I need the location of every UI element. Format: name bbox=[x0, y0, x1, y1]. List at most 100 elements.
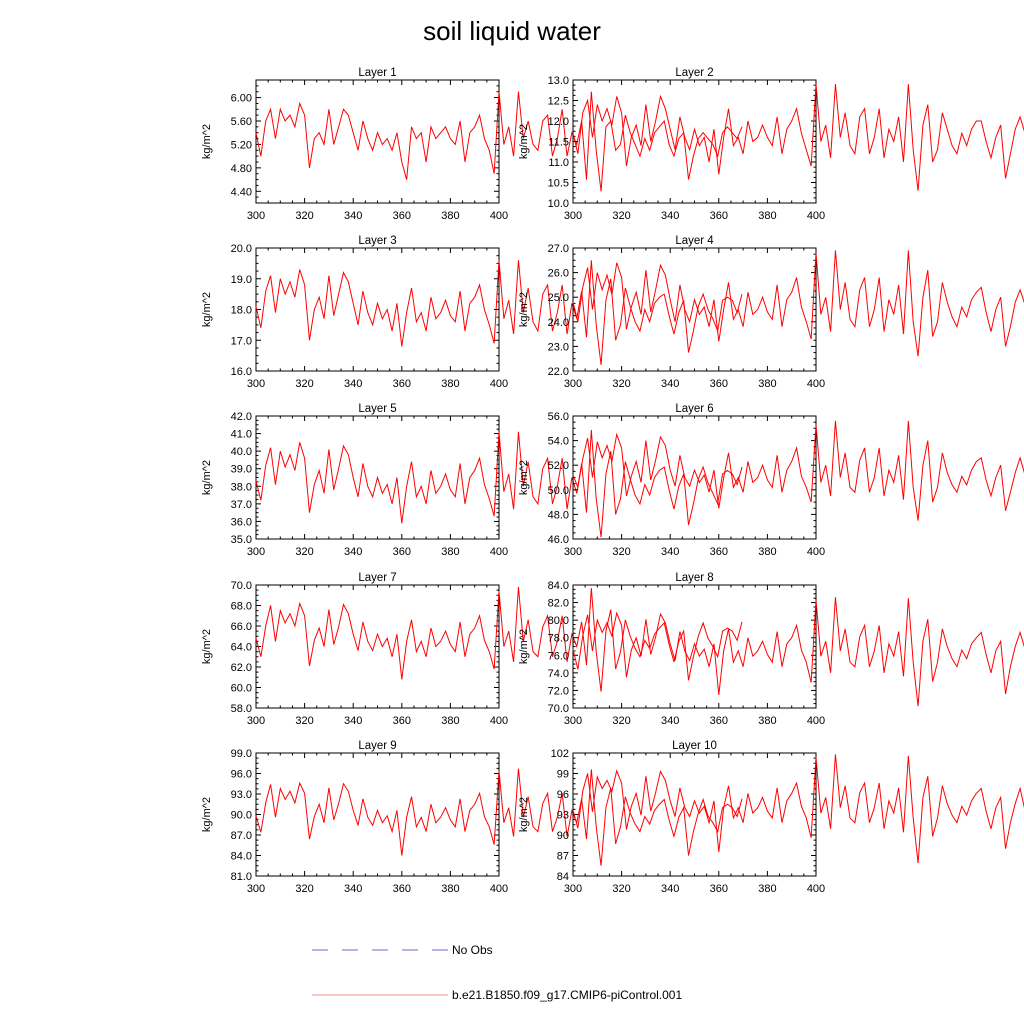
y-axis-label-layer-5: kg/m^2 bbox=[201, 460, 213, 495]
x-tick-label: 340 bbox=[661, 378, 679, 390]
y-tick-label: 39.0 bbox=[231, 464, 252, 476]
panel-layer-8: Layer 8 300 320 340 360 380 400 70.0 72.0 74.0 76.… bbox=[518, 572, 1024, 727]
y-tick-label: 96 bbox=[557, 789, 569, 801]
panel-layer-7: Layer 7 300 320 340 360 380 400 58.0 60.0 62.0 64.… bbox=[201, 572, 743, 727]
x-tick-label: 300 bbox=[564, 546, 582, 558]
y-axis-label-layer-7: kg/m^2 bbox=[201, 629, 213, 664]
panel-layer-9: Layer 9 300 320 340 360 380 400 81.0 84.0 87.0 90.… bbox=[201, 740, 743, 895]
y-tick-label: 93.0 bbox=[231, 789, 252, 801]
y-tick-label: 40.0 bbox=[231, 446, 252, 458]
x-tick-label: 380 bbox=[758, 210, 776, 222]
x-tick-label: 360 bbox=[710, 883, 728, 895]
series-line-layer-7 bbox=[255, 587, 743, 692]
y-axis-label-layer-9: kg/m^2 bbox=[201, 797, 213, 832]
y-tick-label: 50.0 bbox=[548, 485, 569, 497]
y-tick-label: 41.0 bbox=[231, 429, 252, 441]
y-tick-label: 90.0 bbox=[231, 810, 252, 822]
y-tick-label: 96.0 bbox=[231, 769, 252, 781]
x-tick-label: 360 bbox=[710, 546, 728, 558]
x-tick-label: 340 bbox=[661, 715, 679, 727]
x-tick-label: 380 bbox=[758, 546, 776, 558]
x-tick-label: 360 bbox=[393, 210, 411, 222]
y-tick-label: 82.0 bbox=[548, 598, 569, 610]
x-tick-label: 300 bbox=[247, 546, 265, 558]
y-tick-label: 6.00 bbox=[231, 93, 252, 105]
panel-layer-3: Layer 3 300 320 340 360 380 400 16.0 17.0 18.0 19.… bbox=[201, 235, 743, 390]
y-tick-label: 23.0 bbox=[548, 341, 569, 353]
x-tick-label: 380 bbox=[441, 715, 459, 727]
panel-title-layer-2: Layer 2 bbox=[675, 67, 713, 79]
x-tick-label: 340 bbox=[344, 715, 362, 727]
x-tick-label: 320 bbox=[612, 715, 630, 727]
y-tick-label: 66.0 bbox=[231, 621, 252, 633]
chart-title: soil liquid water bbox=[423, 16, 601, 46]
legend: No Obs b.e21.B1850.f09_g17.CMIP6-piContr… bbox=[312, 943, 682, 1002]
y-tick-label: 84.0 bbox=[231, 851, 252, 863]
y-tick-label: 38.0 bbox=[231, 481, 252, 493]
y-tick-label: 78.0 bbox=[548, 633, 569, 645]
x-tick-label: 320 bbox=[295, 378, 313, 390]
y-axis-label-layer-3: kg/m^2 bbox=[201, 292, 213, 327]
x-tick-label: 380 bbox=[758, 715, 776, 727]
y-tick-label: 5.60 bbox=[231, 116, 252, 128]
series-line-layer-3 bbox=[255, 260, 743, 365]
panel-title-layer-10: Layer 10 bbox=[672, 740, 717, 752]
x-tick-label: 300 bbox=[247, 883, 265, 895]
y-tick-label: 87 bbox=[557, 851, 569, 863]
y-tick-label: 17.0 bbox=[231, 335, 252, 347]
y-tick-label: 10.5 bbox=[548, 178, 569, 190]
x-tick-label: 400 bbox=[807, 210, 825, 222]
y-tick-label: 102 bbox=[551, 748, 569, 760]
x-tick-label: 400 bbox=[807, 378, 825, 390]
y-tick-label: 4.40 bbox=[231, 186, 252, 198]
x-tick-label: 320 bbox=[295, 883, 313, 895]
y-axis-label-layer-8: kg/m^2 bbox=[518, 629, 530, 664]
y-tick-label: 68.0 bbox=[231, 601, 252, 613]
x-tick-label: 360 bbox=[710, 210, 728, 222]
x-tick-label: 340 bbox=[344, 378, 362, 390]
legend-label-no-obs: No Obs bbox=[452, 943, 493, 957]
x-tick-label: 340 bbox=[661, 546, 679, 558]
panel-layer-2: Layer 2 300 320 340 360 380 400 10.0 10.5 11.0 11.… bbox=[518, 67, 1024, 222]
x-tick-label: 400 bbox=[490, 715, 508, 727]
plot-frame-layer-7 bbox=[255, 584, 500, 709]
y-tick-label: 11.0 bbox=[548, 157, 569, 169]
y-tick-label: 80.0 bbox=[548, 615, 569, 627]
y-tick-label: 99 bbox=[557, 769, 569, 781]
series-line-layer-4 bbox=[572, 250, 1024, 357]
x-tick-label: 300 bbox=[564, 883, 582, 895]
y-tick-label: 56.0 bbox=[548, 411, 569, 423]
panel-layer-6: Layer 6 300 320 340 360 380 400 46.0 48.0 50.0 52.… bbox=[518, 403, 1024, 558]
panel-layer-4: Layer 4 300 320 340 360 380 400 22.0 23.0 24.0 25.… bbox=[518, 235, 1024, 390]
x-tick-label: 340 bbox=[344, 546, 362, 558]
panel-title-layer-4: Layer 4 bbox=[675, 235, 714, 247]
y-tick-label: 93 bbox=[557, 810, 569, 822]
y-tick-label: 4.80 bbox=[231, 163, 252, 175]
x-tick-label: 380 bbox=[441, 883, 459, 895]
panel-layer-10: Layer 10 300 320 340 360 380 400 84 87 90 93 96 99 10… bbox=[518, 740, 1024, 895]
x-tick-label: 360 bbox=[710, 715, 728, 727]
x-tick-label: 360 bbox=[393, 378, 411, 390]
x-tick-label: 320 bbox=[295, 546, 313, 558]
y-tick-label: 54.0 bbox=[548, 436, 569, 448]
legend-label-piControl: b.e21.B1850.f09_g17.CMIP6-piControl.001 bbox=[452, 988, 682, 1002]
x-tick-label: 400 bbox=[807, 883, 825, 895]
y-tick-label: 99.0 bbox=[231, 748, 252, 760]
panel-layer-5: Layer 5 300 320 340 360 380 400 35.0 36.0 37.0 38.… bbox=[201, 403, 743, 558]
series-line-layer-10 bbox=[572, 754, 1024, 864]
y-axis-label-layer-10: kg/m^2 bbox=[518, 797, 530, 832]
y-tick-label: 20.0 bbox=[231, 243, 252, 255]
x-tick-label: 300 bbox=[247, 210, 265, 222]
y-tick-label: 18.0 bbox=[231, 305, 252, 317]
y-tick-label: 16.0 bbox=[231, 366, 252, 378]
panel-title-layer-8: Layer 8 bbox=[675, 572, 713, 584]
panel-title-layer-1: Layer 1 bbox=[358, 67, 396, 79]
y-tick-label: 26.0 bbox=[548, 268, 569, 280]
x-tick-label: 320 bbox=[295, 210, 313, 222]
y-tick-label: 87.0 bbox=[231, 830, 252, 842]
series-line-layer-9 bbox=[255, 768, 743, 866]
x-tick-label: 300 bbox=[564, 210, 582, 222]
x-tick-label: 380 bbox=[758, 883, 776, 895]
y-tick-label: 24.0 bbox=[548, 317, 569, 329]
panels: Layer 1 300 320 340 360 380 400 4.40 4.80 5.20 5.6… bbox=[201, 67, 1024, 895]
